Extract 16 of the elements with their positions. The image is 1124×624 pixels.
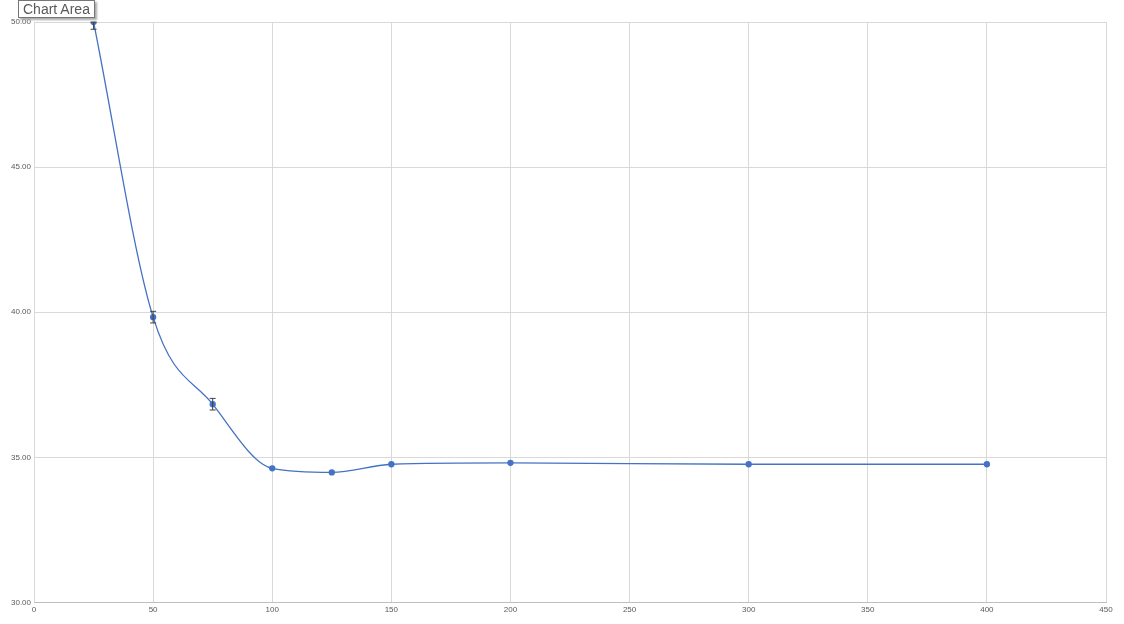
x-tick-label: 450 xyxy=(1099,605,1114,615)
x-tick-label: 250 xyxy=(622,605,637,615)
x-tick-label: 50 xyxy=(148,605,159,615)
y-tick-label: 40.00 xyxy=(10,307,32,317)
x-tick-label: 300 xyxy=(741,605,756,615)
x-tick-label: 400 xyxy=(980,605,995,615)
text: Chart Area xyxy=(18,0,95,18)
y-tick-label: 30.00 xyxy=(10,597,32,607)
y-tick-label: 35.00 xyxy=(10,452,32,462)
x-tick-label: 100 xyxy=(265,605,280,615)
y-tick-label: 45.00 xyxy=(10,162,32,172)
y-tick-label: 50.00 xyxy=(10,17,32,27)
x-tick-label: 150 xyxy=(384,605,399,615)
x-tick-label: 200 xyxy=(503,605,518,615)
x-tick-label: 0 xyxy=(31,605,37,615)
x-tick-label: 350 xyxy=(861,605,875,615)
